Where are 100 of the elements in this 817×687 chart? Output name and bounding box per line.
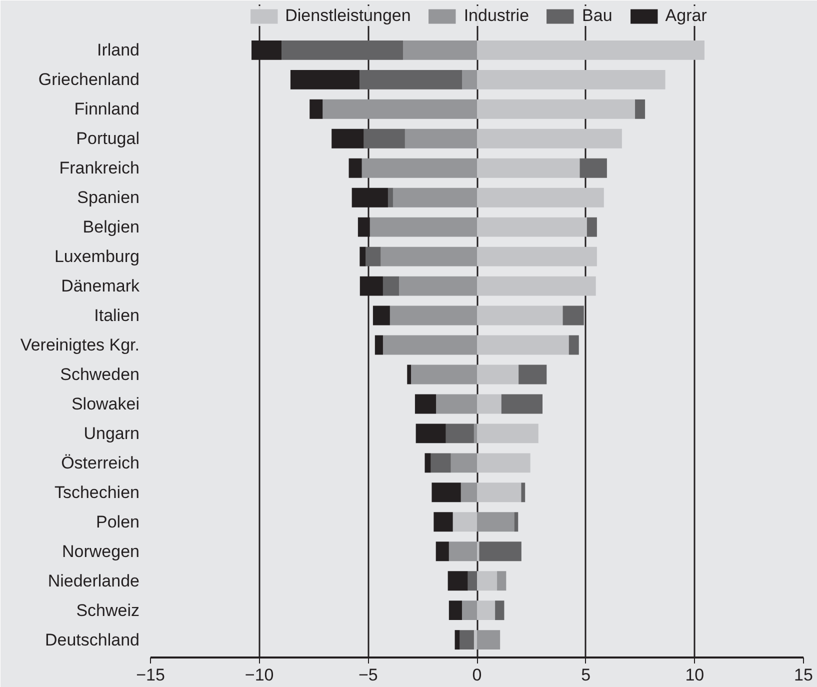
bar	[332, 128, 364, 148]
bar	[446, 424, 474, 444]
bar	[448, 600, 462, 620]
bar	[450, 453, 477, 473]
bar	[468, 571, 477, 591]
bar	[477, 453, 530, 473]
y-tick-label: Finnland	[74, 100, 140, 119]
bar	[282, 40, 403, 60]
y-tick-label: Schweiz	[76, 600, 140, 620]
bar	[360, 246, 366, 266]
bar	[290, 70, 360, 90]
bar	[477, 40, 704, 60]
x-tick-label: 10	[685, 666, 704, 684]
y-tick-label: Österreich	[61, 453, 140, 472]
bar	[477, 630, 500, 650]
bar	[568, 335, 579, 355]
bar	[392, 188, 477, 208]
y-tick-label: Niederlande	[48, 571, 140, 590]
bar	[432, 482, 461, 502]
bar	[501, 394, 543, 414]
bar	[477, 306, 563, 326]
bar	[372, 306, 390, 326]
x-tick-label: 5	[581, 666, 591, 684]
bar	[477, 246, 597, 266]
y-tick-label: Slowakei	[71, 394, 140, 414]
bar	[436, 394, 477, 414]
y-tick-label: Schweden	[60, 364, 140, 384]
legend-label: Agrar	[665, 6, 707, 26]
bar	[380, 246, 477, 266]
x-tick-label: 15	[794, 666, 813, 684]
bar	[374, 335, 383, 355]
bar	[402, 40, 477, 60]
bar	[477, 424, 538, 444]
y-tick-label: Portugal	[76, 129, 140, 148]
x-tick-label: −10	[244, 666, 274, 684]
bar	[462, 70, 477, 90]
bar	[562, 306, 584, 326]
bar	[477, 188, 604, 208]
bar	[477, 128, 622, 148]
bar	[424, 453, 431, 473]
bar	[448, 571, 468, 591]
bar	[448, 542, 477, 562]
legend-label: Bau	[582, 6, 612, 26]
bar	[460, 482, 477, 502]
bar	[352, 188, 388, 208]
bar	[477, 364, 519, 384]
y-tick-label: Ungarn	[84, 424, 140, 443]
y-tick-label: Italien	[94, 306, 140, 326]
bar	[474, 424, 477, 444]
bar	[362, 158, 477, 178]
bar	[436, 542, 449, 562]
bar	[635, 99, 646, 119]
bar	[399, 276, 477, 296]
bar	[477, 70, 666, 90]
bar	[407, 364, 412, 384]
bar	[477, 335, 569, 355]
x-tick-label: 0	[472, 666, 482, 684]
bar	[404, 128, 477, 148]
bar	[497, 571, 506, 591]
bar	[414, 394, 436, 414]
bar	[477, 276, 596, 296]
y-tick-label: Luxemburg	[54, 247, 140, 266]
bar	[477, 482, 522, 502]
bar	[434, 512, 453, 532]
bar	[521, 482, 526, 502]
y-tick-label: Dänemark	[61, 276, 140, 296]
y-tick-label: Polen	[96, 512, 140, 532]
bar	[586, 217, 597, 237]
bar	[360, 276, 383, 296]
x-tick-label: −5	[358, 666, 378, 684]
bar	[364, 128, 405, 148]
bar	[382, 335, 477, 355]
bar	[382, 276, 400, 296]
bar	[310, 99, 323, 119]
bar	[454, 630, 460, 650]
bar	[348, 158, 362, 178]
bar	[518, 364, 547, 384]
y-tick-label: Frankreich	[59, 158, 140, 178]
bar	[477, 394, 502, 414]
bar	[416, 424, 446, 444]
bar	[411, 364, 477, 384]
bar	[460, 630, 474, 650]
bar	[477, 158, 580, 178]
legend-label: Industrie	[464, 6, 530, 26]
bar	[479, 542, 522, 562]
bar	[462, 600, 477, 620]
bar	[580, 158, 607, 178]
bar	[477, 571, 498, 591]
bar	[366, 246, 381, 266]
y-tick-label: Norwegen	[62, 542, 140, 561]
bar	[452, 512, 477, 532]
bar	[477, 512, 514, 532]
bar	[390, 306, 477, 326]
bar	[388, 188, 393, 208]
bar	[495, 600, 504, 620]
y-tick-label: Deutschland	[44, 630, 140, 650]
bar	[322, 99, 477, 119]
y-tick-label: Belgien	[82, 218, 140, 237]
bar	[358, 217, 370, 237]
y-tick-label: Griechenland	[38, 70, 140, 90]
